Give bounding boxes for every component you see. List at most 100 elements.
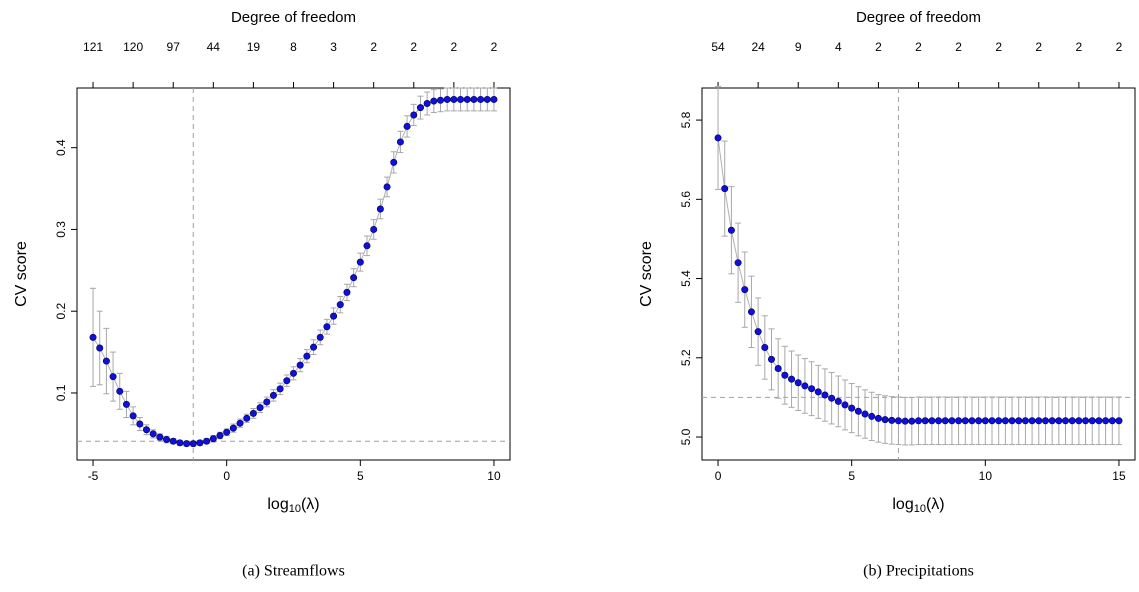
data-point <box>935 417 943 425</box>
data-point <box>396 138 404 146</box>
data-point <box>102 357 110 365</box>
top-tick-label: 19 <box>247 40 261 54</box>
data-point <box>136 420 144 428</box>
data-point <box>416 104 424 112</box>
top-tick-label: 97 <box>167 40 181 54</box>
data-point <box>948 417 956 425</box>
top-tick-label: 54 <box>711 40 725 54</box>
data-point <box>814 388 822 396</box>
data-point <box>874 414 882 422</box>
caption: (a) Streamflows <box>242 563 345 580</box>
y-tick-label: 5.4 <box>679 270 693 287</box>
data-point <box>316 333 324 341</box>
data-point <box>921 417 929 425</box>
data-point <box>881 416 889 424</box>
data-point <box>1088 417 1096 425</box>
data-point <box>968 417 976 425</box>
data-point <box>450 95 458 103</box>
data-point <box>203 437 211 445</box>
data-point <box>176 439 184 447</box>
data-point <box>1115 417 1123 425</box>
data-point <box>243 414 251 422</box>
x-axis-label: log10(λ) <box>892 496 944 515</box>
data-point <box>754 328 762 336</box>
data-point <box>350 274 358 282</box>
data-point <box>747 308 755 316</box>
top-tick-label: 44 <box>207 40 221 54</box>
data-point <box>403 122 411 130</box>
data-point <box>928 417 936 425</box>
data-point <box>437 96 445 104</box>
top-tick-label: 121 <box>83 40 103 54</box>
data-point <box>142 426 150 434</box>
data-point <box>122 400 130 408</box>
top-tick-label: 2 <box>875 40 882 54</box>
top-tick-label: 2 <box>370 40 377 54</box>
data-point <box>249 409 257 417</box>
data-point <box>129 412 137 420</box>
data-point <box>223 428 231 436</box>
data-point <box>430 97 438 105</box>
data-point <box>1021 417 1029 425</box>
data-point <box>289 369 297 377</box>
data-point <box>310 343 318 351</box>
plot-frame <box>76 87 511 461</box>
data-point <box>383 183 391 191</box>
data-point <box>981 417 989 425</box>
x-tick-label: 0 <box>223 469 230 483</box>
y-tick-label: 5.6 <box>679 191 693 208</box>
series-line <box>92 98 494 445</box>
data-point <box>363 242 371 250</box>
x-axis-label: log10(λ) <box>267 496 319 515</box>
data-point <box>116 387 124 395</box>
data-point <box>229 424 237 432</box>
data-point <box>1055 417 1063 425</box>
data-point <box>1041 417 1049 425</box>
data-point <box>109 373 117 381</box>
data-point <box>236 419 244 427</box>
data-point <box>1035 417 1043 425</box>
data-point <box>343 288 351 296</box>
data-point <box>209 435 217 443</box>
x-tick-label: 5 <box>357 469 364 483</box>
data-point <box>1028 417 1036 425</box>
data-point <box>490 95 498 103</box>
data-point <box>888 416 896 424</box>
data-point <box>961 417 969 425</box>
data-point <box>854 407 862 415</box>
top-tick-label: 2 <box>410 40 417 54</box>
top-tick-label: 120 <box>123 40 143 54</box>
top-tick-label: 4 <box>835 40 842 54</box>
data-point <box>169 437 177 445</box>
data-point <box>216 431 224 439</box>
data-point <box>470 95 478 103</box>
data-point <box>914 417 922 425</box>
data-point <box>774 364 782 372</box>
data-point <box>296 361 304 369</box>
top-axis-title: Degree of freedom <box>231 9 356 26</box>
x-tick-label: 0 <box>715 469 722 483</box>
data-point <box>861 410 869 418</box>
data-point <box>410 111 418 119</box>
data-point <box>323 323 331 331</box>
x-tick-label: 15 <box>1112 469 1126 483</box>
data-point <box>276 385 284 393</box>
data-point <box>1102 417 1110 425</box>
y-tick-label: 0.2 <box>54 303 68 320</box>
data-point <box>1082 417 1090 425</box>
data-point <box>794 379 802 387</box>
data-point <box>761 343 769 351</box>
data-point <box>1048 417 1056 425</box>
x-label-arg: (λ) <box>301 496 320 513</box>
y-axis-label: CV score <box>638 241 655 307</box>
data-point <box>443 95 451 103</box>
data-point <box>908 417 916 425</box>
data-point <box>1015 417 1023 425</box>
top-tick-label: 2 <box>915 40 922 54</box>
top-tick-label: 2 <box>995 40 1002 54</box>
data-point <box>767 355 775 363</box>
top-tick-label: 9 <box>795 40 802 54</box>
y-tick-label: 5.8 <box>679 111 693 128</box>
